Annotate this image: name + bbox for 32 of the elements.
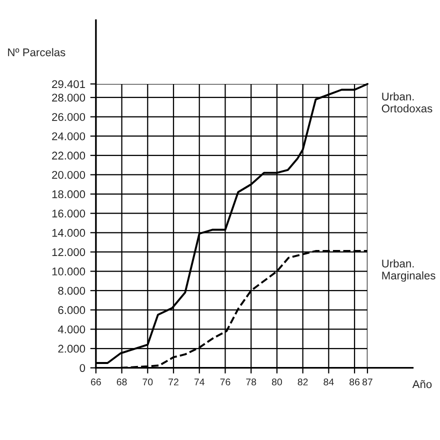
y-tick-label: 8.000 bbox=[58, 286, 86, 295]
x-tick-label: 84 bbox=[324, 378, 334, 386]
y-tick-label: 22.000 bbox=[52, 152, 86, 160]
y-tick-label: 26.000 bbox=[52, 113, 86, 121]
x-tick-label: 82 bbox=[298, 378, 308, 386]
y-tick-label: 12.000 bbox=[52, 248, 86, 256]
y-tick-label: 0 bbox=[80, 364, 86, 372]
y-tick-label: 10.000 bbox=[52, 268, 86, 276]
y-tick-label: 6.000 bbox=[58, 306, 86, 314]
series-label: Urban. Marginales bbox=[382, 259, 436, 282]
x-tick-label: 74 bbox=[194, 378, 204, 386]
y-tick-label: 2.000 bbox=[58, 344, 86, 353]
y-tick-label: 14.000 bbox=[52, 228, 86, 237]
y-axis-title: Nº Parcelas bbox=[8, 48, 66, 56]
x-tick-label: 66 bbox=[91, 378, 101, 386]
x-tick-label: 80 bbox=[272, 378, 282, 386]
y-tick-label: 24.000 bbox=[52, 132, 86, 140]
y-tick-label: 18.000 bbox=[52, 190, 86, 198]
x-tick-label: 86 bbox=[350, 378, 360, 386]
x-tick-label: 78 bbox=[246, 378, 256, 386]
y-tick-label: 20.000 bbox=[52, 170, 86, 179]
y-tick-label: 29.401 bbox=[52, 80, 85, 88]
x-tick-label: 76 bbox=[220, 378, 230, 386]
y-tick-label: 28.000 bbox=[52, 94, 86, 102]
x-tick-label: 70 bbox=[142, 378, 153, 386]
x-tick-label: 72 bbox=[168, 378, 178, 386]
x-axis-title: Año bbox=[412, 380, 432, 388]
x-tick-label: 87 bbox=[362, 378, 372, 386]
x-tick-label: 68 bbox=[116, 378, 127, 386]
y-tick-label: 4.000 bbox=[58, 325, 86, 334]
series-label: Urban. Ortodoxas bbox=[382, 92, 432, 112]
y-tick-label: 16.000 bbox=[52, 210, 86, 218]
